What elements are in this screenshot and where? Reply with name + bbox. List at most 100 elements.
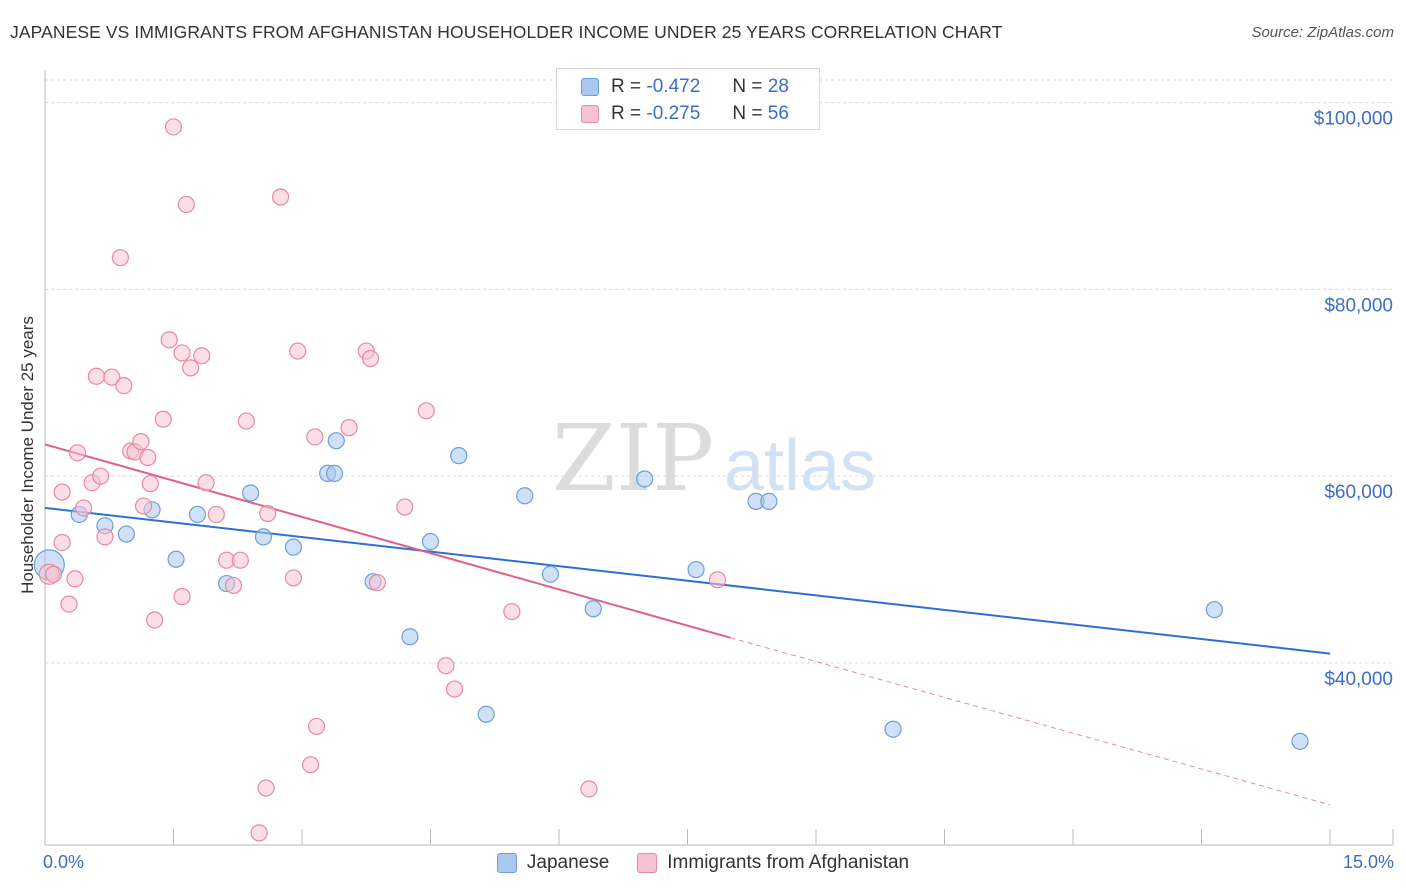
afghanistan-point <box>368 574 386 592</box>
legend-row-japanese: R = -0.472 N = 28 <box>581 74 789 100</box>
afghanistan-point <box>306 428 324 446</box>
afghanistan-point <box>182 359 200 377</box>
afghanistan-point <box>307 717 326 736</box>
japanese-point <box>242 484 260 502</box>
series-swatch-afghanistan <box>637 853 658 873</box>
afghanistan-point <box>141 475 159 493</box>
japanese-point <box>327 432 345 450</box>
afghanistan-point <box>60 595 78 613</box>
series-swatch-japanese <box>496 853 517 873</box>
y-tick-label: $80,000 <box>1324 295 1393 316</box>
afghanistan-point <box>580 780 598 798</box>
afghanistan-point <box>437 657 455 675</box>
legend-n-value: 28 <box>767 76 789 97</box>
legend-r-value: -0.275 <box>646 103 701 124</box>
afghanistan-point <box>160 331 178 349</box>
legend-r-value: -0.472 <box>646 76 701 97</box>
afghanistan-point <box>340 419 358 437</box>
afghanistan-point <box>361 349 380 368</box>
japanese-point <box>760 492 778 510</box>
afghanistan-point <box>66 570 84 588</box>
series-legend: Japanese Immigrants from Afghanistan <box>0 852 1406 874</box>
y-tick-label: $60,000 <box>1324 482 1393 503</box>
afghanistan-trend-line <box>44 443 731 639</box>
japanese-point <box>687 560 705 579</box>
afghanistan-point <box>134 497 153 515</box>
afghanistan-point <box>193 347 211 365</box>
afghanistan-point <box>44 565 63 583</box>
legend-n-label: N = <box>732 103 763 124</box>
japanese-point <box>450 447 468 465</box>
afghanistan-point <box>503 602 521 621</box>
afghanistan-point <box>53 533 71 552</box>
afghanistan-point <box>115 377 133 395</box>
afghanistan-point <box>96 528 114 546</box>
japanese-point <box>516 487 534 505</box>
legend-n-value: 56 <box>767 103 789 124</box>
japanese-point <box>584 600 602 618</box>
afghanistan-point <box>445 680 464 698</box>
series-label-afghanistan: Immigrants from Afghanistan <box>667 852 910 873</box>
japanese-point <box>1291 732 1309 750</box>
source-label: Source: ZipAtlas.com <box>1251 24 1394 41</box>
afghanistan-point <box>250 824 268 842</box>
afghanistan-point <box>111 249 129 267</box>
japanese-point <box>325 464 344 482</box>
y-tick-label: $40,000 <box>1324 669 1393 690</box>
legend-r-label: R = <box>611 103 642 124</box>
legend-row-afghanistan: R = -0.275 N = 56 <box>581 101 789 127</box>
japanese-point <box>541 565 560 583</box>
japanese-point <box>421 532 440 551</box>
afghanistan-point <box>224 576 243 595</box>
legend-swatch-japanese <box>581 78 599 96</box>
afghanistan-point <box>68 444 87 462</box>
afghanistan-point <box>164 118 183 136</box>
afghanistan-point <box>301 756 320 774</box>
watermark-atlas: atlas <box>724 426 876 506</box>
afghanistan-point <box>231 551 249 569</box>
afghanistan-point <box>197 474 215 492</box>
data-points <box>33 118 1309 842</box>
watermark-zip: ZIP <box>552 405 714 512</box>
afghanistan-point <box>257 779 275 797</box>
x-tick-label-max: 15.0% <box>1342 852 1394 872</box>
afghanistan-point <box>74 499 93 517</box>
japanese-point <box>1205 601 1223 619</box>
afghanistan-point <box>289 342 307 360</box>
series-legend-afghanistan[interactable]: Immigrants from Afghanistan <box>637 852 909 874</box>
y-tick-label: $100,000 <box>1314 109 1393 130</box>
japanese-point <box>188 505 207 524</box>
legend-n-label: N = <box>732 76 763 97</box>
afghanistan-point <box>207 505 225 524</box>
afghanistan-point <box>271 188 290 206</box>
afghanistan-point <box>396 498 414 516</box>
japanese-point <box>884 720 902 738</box>
afghanistan-point <box>284 569 303 587</box>
japanese-point <box>254 528 273 546</box>
afghanistan-trend-extension <box>730 637 1331 806</box>
axes <box>44 70 1394 846</box>
afghanistan-point <box>173 588 191 606</box>
afghanistan-point <box>139 448 157 467</box>
afghanistan-point <box>173 344 191 362</box>
japanese-point <box>117 525 135 543</box>
afghanistan-point <box>177 195 195 214</box>
series-label-japanese: Japanese <box>526 852 610 873</box>
correlation-legend: R = -0.472 N = 28 R = -0.275 N = 56 <box>556 68 820 130</box>
legend-r-label: R = <box>611 76 642 97</box>
y-axis-title: Householder Income Under 25 years <box>18 316 37 594</box>
afghanistan-point <box>92 467 110 485</box>
afghanistan-point <box>417 402 435 420</box>
japanese-point <box>401 628 419 646</box>
japanese-point <box>167 550 185 568</box>
afghanistan-point <box>146 611 164 629</box>
chart-title: JAPANESE VS IMMIGRANTS FROM AFGHANISTAN … <box>10 22 1003 42</box>
afghanistan-point <box>259 504 277 523</box>
japanese-point <box>636 470 654 488</box>
x-tick-label-min: 0.0% <box>43 852 85 872</box>
afghanistan-point <box>154 410 172 428</box>
afghanistan-point <box>132 433 150 451</box>
series-legend-japanese[interactable]: Japanese <box>496 852 610 874</box>
watermark: ZIP atlas <box>552 405 876 512</box>
